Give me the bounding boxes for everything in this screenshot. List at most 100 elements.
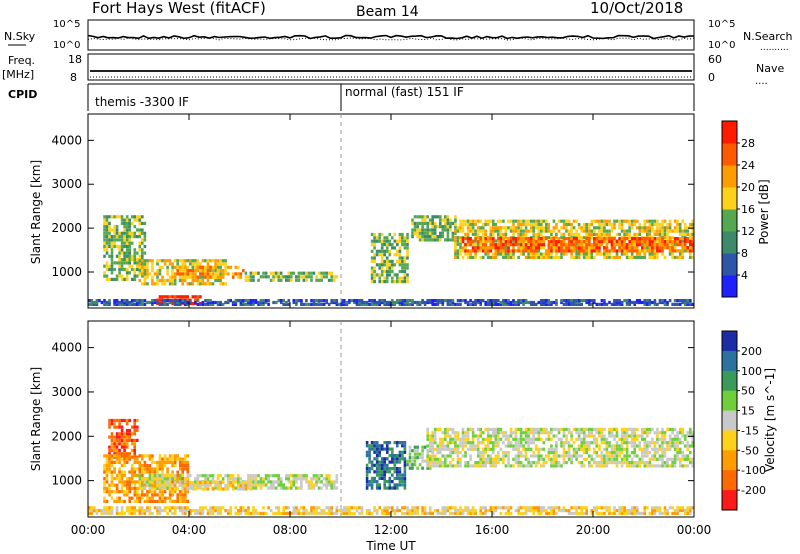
velocity-cell-300 — [148, 467, 152, 471]
power-cell-1372 — [439, 231, 442, 235]
power-cell-1008 — [532, 302, 535, 306]
velocity-cell-2184 — [615, 447, 619, 451]
power-cell-1114 — [658, 300, 662, 305]
velocity-cell-1642 — [449, 451, 452, 455]
power-cell-1983 — [618, 255, 621, 259]
velocity-cell-968 — [247, 509, 250, 513]
velocity-cell-1921 — [532, 431, 535, 435]
velocity-cell-303 — [148, 454, 152, 458]
power-cell-76 — [115, 238, 119, 242]
power-cell-1904 — [593, 229, 596, 233]
power-cell-202 — [138, 248, 142, 252]
velocity-cell-187 — [123, 499, 126, 503]
velocity-cell-1160 — [479, 506, 482, 510]
power-cell-2144 — [661, 229, 664, 233]
velocity-cell-21 — [113, 442, 116, 446]
velocity-cell-578 — [214, 486, 217, 490]
power-cell-1141 — [689, 299, 692, 303]
velocity-cell-2232 — [628, 434, 631, 438]
velocity-cell-761 — [163, 480, 167, 485]
power-cell-1847 — [577, 252, 581, 256]
power-cell-2456 — [608, 249, 611, 253]
power-cell-648 — [113, 299, 116, 303]
power-cell-1509 — [481, 236, 485, 240]
power-cell-585 — [156, 298, 159, 302]
power-cell-1698 — [534, 252, 538, 256]
power-cell-578 — [330, 278, 333, 282]
power-cell-947 — [466, 300, 470, 305]
velocity-cell-2040 — [572, 441, 576, 445]
power-cell-707 — [178, 300, 182, 305]
power-cell-1411 — [454, 252, 457, 256]
velocity-cell-235 — [133, 457, 137, 461]
power-cell-2278 — [486, 249, 490, 253]
velocity-cell-333 — [156, 467, 159, 471]
power-cell-671 — [136, 300, 139, 305]
velocity-cell-1539 — [418, 452, 422, 456]
velocity-cell-2191 — [618, 454, 621, 458]
power-cell-806 — [310, 299, 313, 303]
velocity-cell-2065 — [580, 427, 583, 431]
power-cell-1975 — [613, 226, 616, 230]
power-cell-1281 — [403, 263, 407, 267]
power-cell-1081 — [618, 300, 621, 305]
power-cell-1222 — [388, 263, 392, 267]
velocity-cell-622 — [247, 477, 250, 481]
power-cell-1113 — [656, 302, 659, 306]
power-cell-1703 — [534, 236, 538, 240]
power-cell-98 — [120, 267, 124, 272]
velocity-cell-1153 — [471, 511, 475, 515]
velocity-cell-869 — [130, 509, 134, 513]
velocity-cell-2280 — [643, 454, 647, 458]
power-cell-2036 — [630, 219, 634, 223]
velocity-cell-629 — [252, 480, 255, 484]
power-cell-841 — [353, 300, 356, 305]
power-cell-1786 — [560, 252, 563, 256]
power-cell-1657 — [524, 255, 528, 259]
power-cell-2572 — [683, 246, 687, 250]
power-cell-1540 — [489, 219, 493, 223]
power-cell-2514 — [646, 243, 649, 247]
power-cell-2172 — [668, 222, 672, 227]
velocity-cell-1716 — [471, 441, 475, 445]
power-cell-1609 — [509, 219, 513, 223]
power-cell-27 — [105, 228, 109, 232]
velocity-cell-630 — [252, 477, 255, 481]
power-cell-681 — [146, 300, 149, 305]
velocity-cell-977 — [259, 511, 263, 515]
power-cell-131 — [125, 261, 129, 265]
power-cell-2457 — [608, 240, 611, 244]
power-cell-1156 — [373, 273, 376, 277]
power-cell-361 — [194, 269, 197, 273]
power-cell-1332 — [423, 235, 427, 239]
velocity-cell-190 — [123, 483, 126, 487]
power-cell-185 — [133, 215, 137, 219]
power-cell-1042 — [570, 299, 573, 303]
velocity-cell-2069 — [582, 447, 586, 451]
velocity-cell-1689 — [464, 464, 467, 468]
velocity-cell-361 — [161, 457, 164, 461]
power-cell-631 — [93, 302, 96, 306]
power-cell-420 — [219, 282, 222, 286]
power-cell-2128 — [656, 222, 659, 227]
power-cell-2305 — [504, 243, 508, 247]
power-cell-2487 — [625, 237, 629, 241]
velocity-cell-1739 — [479, 454, 482, 458]
velocity-cell-205 — [125, 457, 129, 461]
power-cell-1240 — [393, 263, 397, 267]
power-cell-338 — [183, 262, 187, 266]
power-cell-1597 — [507, 252, 510, 256]
power-cell-1650 — [522, 242, 525, 246]
velocity-cell-1881 — [522, 464, 525, 468]
power-cell-2452 — [605, 249, 609, 253]
velocity-cell-6 — [108, 422, 111, 426]
velocity-cell-1600 — [436, 451, 440, 455]
velocity-cell-2152 — [608, 461, 611, 465]
velocity-cell-1076 — [383, 511, 386, 515]
power-cell-1249 — [396, 253, 399, 257]
power-cell-1653 — [522, 232, 525, 236]
power-cell-1542 — [492, 252, 495, 256]
power-cell-1836 — [575, 255, 578, 259]
power-cell-2404 — [570, 237, 573, 241]
